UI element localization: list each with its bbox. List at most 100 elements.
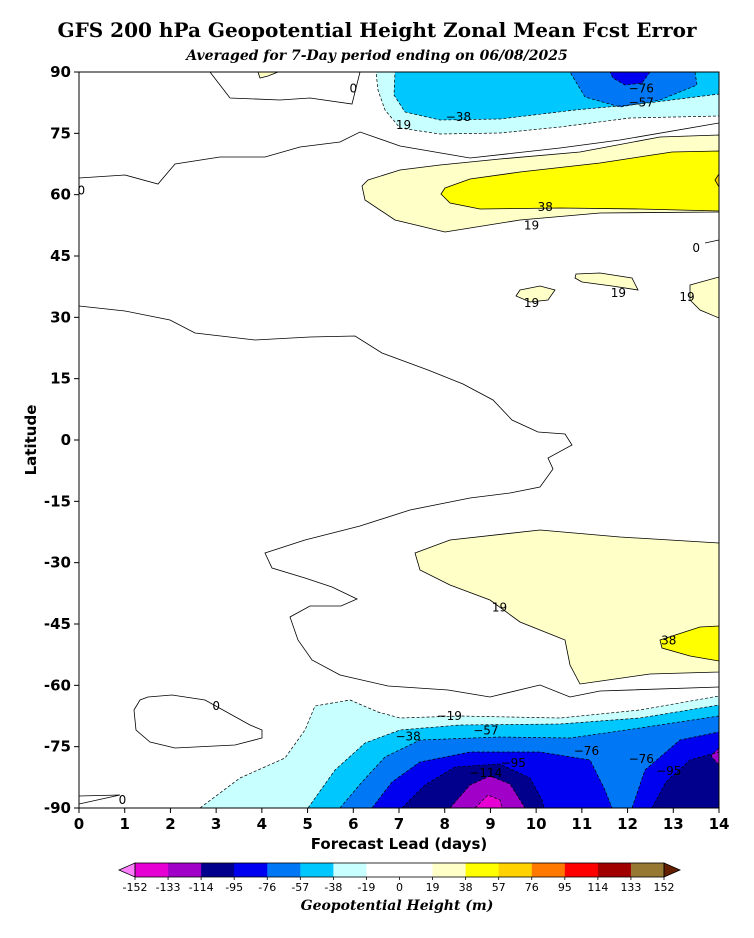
x-tick-label: 13 bbox=[663, 815, 684, 833]
south-neg76-region-a-outline bbox=[371, 751, 613, 808]
north-19-region-outline bbox=[361, 134, 719, 233]
contour-label: −38 bbox=[446, 110, 471, 124]
north-57-region-outline bbox=[714, 173, 719, 188]
x-tick-label: 8 bbox=[439, 815, 449, 833]
contour-label: 19 bbox=[611, 286, 626, 300]
colorbar-tick-label: -19 bbox=[357, 881, 375, 894]
contour-label: 0 bbox=[212, 699, 220, 713]
colorbar-swatch bbox=[300, 863, 334, 877]
north-neg57-region bbox=[570, 72, 697, 107]
colorbar-swatch bbox=[564, 863, 599, 877]
blob3-19-region-outline bbox=[689, 276, 719, 319]
colorbar-extend-high bbox=[663, 862, 681, 878]
south-19-region-outline bbox=[414, 529, 719, 685]
south-38-region-outline bbox=[659, 625, 719, 662]
x-tick-label: 2 bbox=[165, 815, 175, 833]
x-axis-label: Forecast Lead (days) bbox=[311, 835, 487, 853]
contour-label: −95 bbox=[656, 764, 681, 778]
colorbar-swatch bbox=[432, 863, 466, 877]
y-tick-label: -15 bbox=[44, 492, 71, 510]
x-tick-label: 5 bbox=[302, 815, 312, 833]
y-tick-label: 15 bbox=[50, 370, 71, 388]
contour-label: 0 bbox=[692, 241, 700, 255]
x-tick-label: 7 bbox=[394, 815, 404, 833]
y-axis-label: Latitude bbox=[22, 405, 40, 476]
north-neg38-region-outline bbox=[393, 72, 719, 121]
contour-label: 0 bbox=[349, 81, 357, 95]
contour-label: 38 bbox=[538, 200, 553, 214]
colorbar-tick-label: 38 bbox=[459, 881, 473, 894]
blob3-19-region bbox=[690, 277, 719, 318]
contour-label: −76 bbox=[629, 81, 654, 95]
zero-contour-south-edge bbox=[79, 794, 121, 805]
colorbar-tick-label: 133 bbox=[620, 881, 641, 894]
colorbar-swatch bbox=[135, 863, 169, 877]
colorbar-tick-label: -152 bbox=[123, 881, 148, 894]
colorbar-tick-label: 76 bbox=[525, 881, 539, 894]
contour-label: 0 bbox=[77, 184, 85, 198]
contour-label: −114 bbox=[469, 766, 502, 780]
colorbar-tick-label: 152 bbox=[654, 881, 675, 894]
south-neg38-region-outline bbox=[307, 704, 719, 808]
north-neg57-region-outline bbox=[569, 72, 698, 108]
blob1-19-region-outline bbox=[515, 285, 556, 303]
contour-label: −57 bbox=[629, 96, 654, 110]
colorbar-tick-label: -38 bbox=[324, 881, 342, 894]
contour-label: −57 bbox=[473, 723, 498, 737]
colorbar-swatch bbox=[465, 863, 499, 877]
x-tick-label: 3 bbox=[211, 815, 221, 833]
north-38-region bbox=[441, 151, 719, 211]
colorbar-swatch bbox=[201, 863, 235, 877]
colorbar-swatch bbox=[399, 863, 433, 877]
zero-contour-north bbox=[148, 72, 361, 105]
y-tick-label: 30 bbox=[50, 308, 71, 326]
contour-label: 19 bbox=[679, 290, 694, 304]
north-57-region bbox=[715, 174, 719, 187]
y-tick-label: 0 bbox=[61, 431, 71, 449]
colorbar-tick-label: 0 bbox=[396, 881, 403, 894]
zero-contour-south-loop bbox=[133, 694, 263, 749]
y-tick-label: -90 bbox=[44, 799, 71, 817]
colorbar-tick-label: 114 bbox=[587, 881, 608, 894]
x-tick-label: 11 bbox=[571, 815, 592, 833]
colorbar-swatch bbox=[333, 863, 367, 877]
colorbar-swatch bbox=[234, 863, 268, 877]
north-neg76-region-outline bbox=[609, 72, 651, 86]
south-neg76-region-b-outline bbox=[631, 731, 719, 808]
x-tick-label: 10 bbox=[526, 815, 547, 833]
chart-title: GFS 200 hPa Geopotential Height Zonal Me… bbox=[57, 18, 697, 42]
south-neg114-region-outline bbox=[449, 775, 526, 808]
north-small-19-region-outline bbox=[257, 72, 279, 79]
x-tick-label: 9 bbox=[485, 815, 495, 833]
colorbar-tick-label: -114 bbox=[189, 881, 214, 894]
contour-label: −76 bbox=[574, 744, 599, 758]
contour-label: 19 bbox=[524, 218, 539, 232]
blob2-19-region-outline bbox=[574, 272, 639, 291]
colorbar-swatch bbox=[168, 863, 202, 877]
colorbar-swatch bbox=[597, 863, 632, 877]
zero-contour-north-b bbox=[79, 122, 719, 185]
colorbar-tick-label: -95 bbox=[225, 881, 243, 894]
contour-label: −95 bbox=[501, 756, 526, 770]
south-neg114-spot-outline bbox=[710, 747, 719, 766]
y-tick-label: -60 bbox=[44, 676, 71, 694]
colorbar-swatch bbox=[531, 863, 566, 877]
colorbar-swatch bbox=[267, 863, 301, 877]
south-neg114-region bbox=[450, 776, 525, 808]
colorbar-tick-label: -76 bbox=[258, 881, 276, 894]
colorbar-swatch bbox=[630, 863, 665, 877]
x-tick-label: 6 bbox=[348, 815, 358, 833]
contour-label: −76 bbox=[629, 752, 654, 766]
colorbar-tick-label: -133 bbox=[156, 881, 181, 894]
colorbar-tick-label: 57 bbox=[492, 881, 506, 894]
contour-label: −38 bbox=[395, 729, 420, 743]
south-neg19-region-outline bbox=[199, 695, 719, 808]
colorbar-swatch bbox=[366, 863, 400, 877]
zero-contour-tropics bbox=[79, 305, 719, 698]
south-19-region bbox=[415, 530, 719, 684]
colorbar-extend-low bbox=[118, 862, 136, 878]
y-tick-label: -45 bbox=[44, 615, 71, 633]
zero-contour-45n bbox=[704, 239, 719, 244]
contour-label: 19 bbox=[492, 601, 507, 615]
